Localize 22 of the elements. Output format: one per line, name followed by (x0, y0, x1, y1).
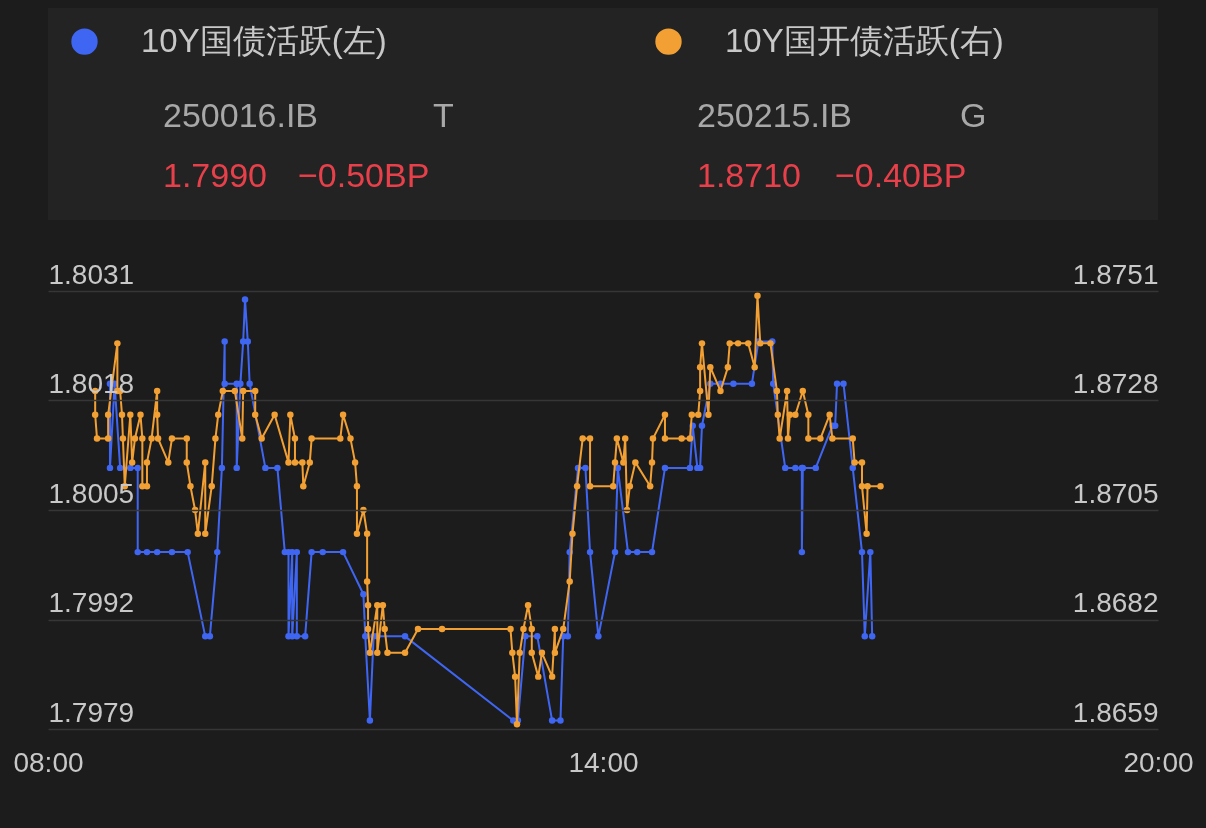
text: T (433, 95, 454, 135)
y2-tick-label: 1.8751 (1072, 258, 1159, 290)
text: −0.50BP (298, 155, 430, 195)
y2-tick-label: 1.8682 (1072, 587, 1159, 618)
x-tick-label: 20:00 (1123, 746, 1194, 778)
legend-label: 10Y国债活跃(左) (141, 21, 387, 59)
y-tick-label: 1.8005 (48, 477, 135, 509)
y2-tick-label: 1.8705 (1072, 477, 1159, 509)
text: 1.8710 (697, 155, 801, 195)
text: 250215.IB (697, 95, 853, 135)
text: 1.7990 (163, 155, 267, 195)
y-tick-label: 1.8031 (48, 258, 135, 290)
y-tick-label: 1.7979 (48, 696, 135, 728)
text: 250016.IB (163, 95, 319, 135)
x-tick-label: 14:00 (568, 746, 639, 778)
y2-tick-label: 1.8728 (1072, 368, 1159, 399)
legend-label: 10Y国开债活跃(右) (725, 21, 1004, 59)
y2-tick-label: 1.8659 (1072, 696, 1159, 728)
text: G (960, 95, 987, 135)
x-tick-label: 08:00 (13, 746, 84, 778)
y-tick-label: 1.7992 (48, 587, 135, 618)
text: −0.40BP (835, 155, 967, 195)
